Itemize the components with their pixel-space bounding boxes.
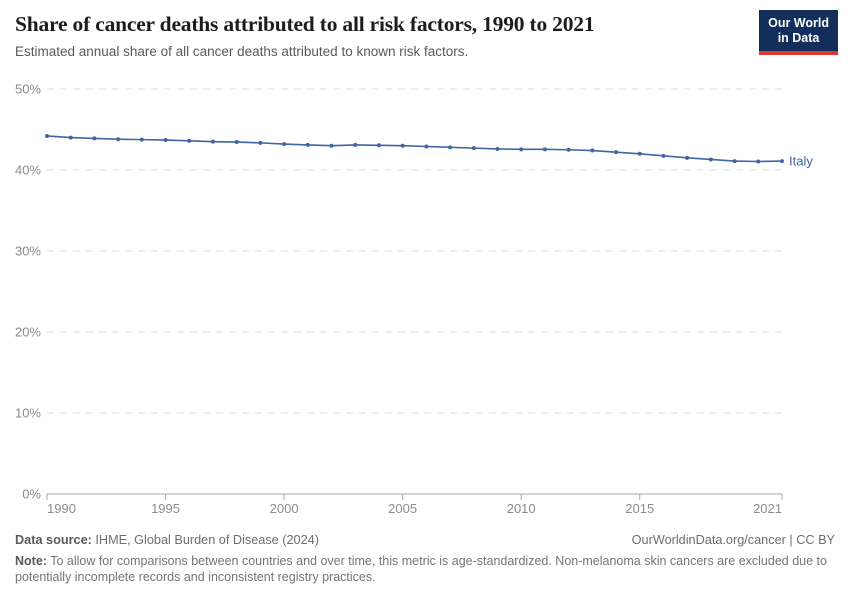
data-point[interactable]	[471, 146, 476, 151]
chart-note: Note: To allow for comparisons between c…	[15, 553, 835, 585]
data-point[interactable]	[139, 137, 144, 142]
owid-logo[interactable]: Our World in Data	[759, 10, 838, 55]
x-tick-label: 2015	[625, 501, 654, 516]
y-tick-label: 30%	[15, 244, 41, 259]
y-tick-label: 20%	[15, 325, 41, 340]
x-tick-label: 2000	[270, 501, 299, 516]
data-point[interactable]	[708, 157, 713, 162]
data-point[interactable]	[353, 142, 358, 147]
data-point[interactable]	[376, 143, 381, 148]
y-tick-label: 10%	[15, 406, 41, 421]
data-point[interactable]	[45, 133, 49, 138]
data-point[interactable]	[637, 151, 642, 156]
y-tick-label: 50%	[15, 82, 41, 97]
data-source-value: IHME, Global Burden of Disease (2024)	[91, 533, 319, 547]
data-point[interactable]	[780, 159, 784, 164]
x-tick-label: 1990	[47, 501, 76, 516]
data-point[interactable]	[210, 139, 215, 144]
data-point[interactable]	[566, 147, 571, 152]
page-title: Share of cancer deaths attributed to all…	[15, 12, 595, 36]
data-point[interactable]	[756, 159, 761, 164]
data-point[interactable]	[495, 146, 500, 151]
data-point[interactable]	[187, 138, 192, 143]
y-tick-label: 40%	[15, 163, 41, 178]
x-tick-label: 1995	[151, 501, 180, 516]
data-point[interactable]	[116, 137, 121, 142]
data-point[interactable]	[305, 142, 310, 147]
x-tick-label: 2010	[507, 501, 536, 516]
x-tick-label: 2005	[388, 501, 417, 516]
data-point[interactable]	[92, 136, 97, 141]
data-point[interactable]	[448, 145, 453, 150]
owid-logo-line2: in Data	[777, 31, 820, 45]
chart-footer: Data source: IHME, Global Burden of Dise…	[15, 533, 835, 585]
trend-line-italy[interactable]	[46, 135, 783, 163]
data-point[interactable]	[400, 143, 405, 148]
x-tick-label: 2021	[753, 501, 782, 516]
data-point[interactable]	[258, 140, 263, 145]
note-value: To allow for comparisons between countri…	[15, 554, 827, 584]
data-point[interactable]	[329, 143, 334, 148]
data-point[interactable]	[234, 140, 239, 145]
data-point[interactable]	[542, 147, 547, 152]
data-source-label: Data source:	[15, 533, 92, 547]
y-tick-label: 0%	[22, 487, 41, 502]
data-point[interactable]	[732, 159, 737, 164]
data-point[interactable]	[661, 153, 666, 158]
data-point[interactable]	[519, 147, 524, 152]
license-link[interactable]: OurWorldinData.org/cancer | CC BY	[631, 533, 835, 547]
data-point[interactable]	[614, 150, 619, 155]
data-point[interactable]	[590, 148, 595, 153]
data-point[interactable]	[68, 135, 73, 140]
data-point[interactable]	[282, 142, 287, 147]
note-label: Note:	[15, 554, 47, 568]
owid-logo-line1: Our World	[768, 16, 829, 30]
data-point[interactable]	[685, 155, 690, 160]
chart-subtitle: Estimated annual share of all cancer dea…	[15, 43, 469, 59]
series-label-italy[interactable]: Italy	[789, 154, 813, 169]
data-point[interactable]	[163, 138, 168, 143]
data-source: Data source: IHME, Global Burden of Dise…	[15, 533, 319, 547]
data-point[interactable]	[424, 144, 429, 149]
chart-header: Share of cancer deaths attributed to all…	[15, 12, 760, 59]
